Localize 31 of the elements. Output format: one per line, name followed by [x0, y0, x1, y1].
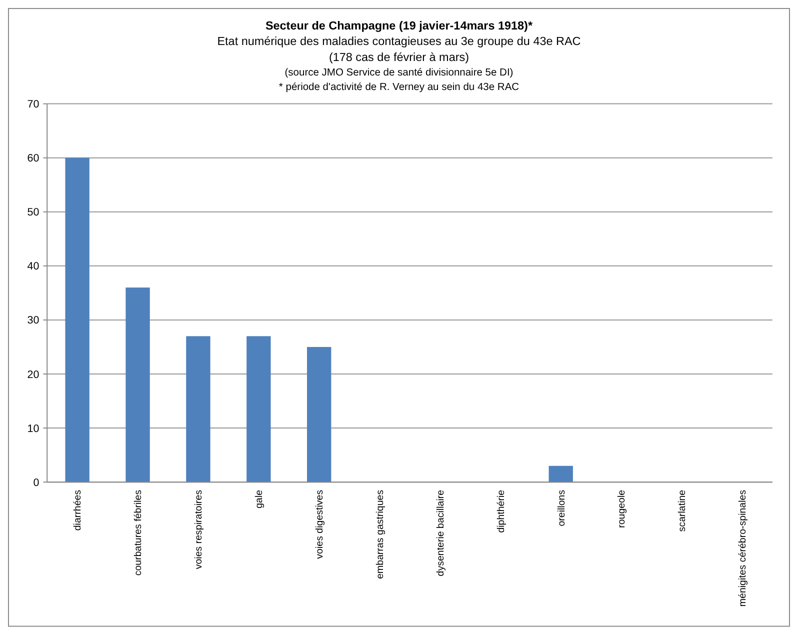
y-tick-label: 40: [27, 260, 40, 273]
bar: [126, 288, 150, 482]
x-tick-label: diphthérie: [496, 490, 507, 533]
chart-subtitle: Etat numérique des maladies contagieuses au 3e groupe du 43e RAC: [217, 35, 582, 48]
x-tick-label: dysenterie bacillaire: [435, 490, 446, 576]
y-tick-label: 20: [27, 368, 40, 381]
text: * période d'activité de R. Verney au sein du 43e RAC: [278, 82, 520, 94]
x-tick-label: rougeole: [616, 490, 628, 528]
x-tick-label: diarrhées: [72, 490, 84, 531]
bar: [307, 346, 332, 482]
y-tick-label: 30: [27, 314, 40, 327]
text: (178 cas de février à mars): [328, 50, 470, 64]
y-tick-label: 50: [27, 206, 40, 219]
x-tick-label: courbatures fébriles: [133, 490, 144, 576]
bar: [186, 336, 210, 482]
x-tick-label: scarlatine: [677, 490, 688, 532]
bar: [65, 158, 90, 482]
y-tick-label: 60: [27, 152, 40, 165]
x-tick-label: embarras gastriques: [374, 490, 386, 579]
x-tick-label: gale: [254, 490, 266, 508]
x-tick-label: voies respiratoires: [194, 490, 205, 570]
chart-title: Secteur de Champagne (19 javier-14mars 1918)*: [265, 20, 533, 33]
x-tick-label: voies digestives: [314, 490, 326, 559]
y-tick-label: 70: [27, 98, 40, 111]
y-tick-label: 0: [33, 476, 40, 489]
bar: [548, 466, 573, 482]
y-tick-label: 10: [27, 422, 40, 435]
bar: [246, 336, 271, 482]
x-tick-label: oreillons: [556, 490, 568, 526]
x-tick-label: ménigites cérébro-spinales: [738, 490, 749, 607]
text: (source JMO Service de santé divisionnaire 5e DI): [284, 67, 514, 78]
